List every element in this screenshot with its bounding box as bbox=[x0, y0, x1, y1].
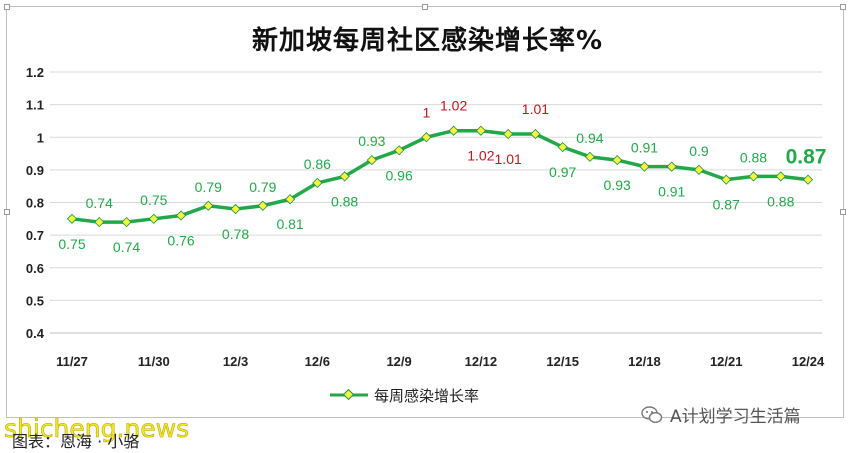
data-label: 0.88 bbox=[331, 193, 358, 209]
data-label: 0.74 bbox=[86, 195, 113, 211]
data-point-marker bbox=[775, 171, 786, 182]
data-point-marker bbox=[639, 161, 650, 172]
watermark-right-text: A计划学习生活篇 bbox=[670, 407, 801, 427]
data-point-marker bbox=[94, 216, 105, 228]
y-tick-label: 0.4 bbox=[26, 326, 45, 341]
data-label: 0.97 bbox=[549, 164, 576, 180]
data-label: 0.93 bbox=[604, 177, 631, 193]
data-point-marker bbox=[612, 154, 623, 166]
legend-label: 每周感染增长率 bbox=[374, 386, 480, 405]
y-tick-label: 0.5 bbox=[26, 293, 44, 308]
data-point-marker bbox=[257, 200, 268, 211]
data-point-marker bbox=[748, 171, 759, 182]
data-label: 1.02 bbox=[467, 148, 494, 164]
data-label: 1 bbox=[422, 104, 430, 120]
data-point-marker bbox=[557, 141, 568, 153]
data-label: 1.01 bbox=[522, 101, 549, 117]
data-point-marker bbox=[66, 213, 78, 224]
y-tick-label: 1.1 bbox=[26, 98, 44, 113]
data-point-marker bbox=[312, 177, 323, 189]
data-label: 0.87 bbox=[713, 197, 740, 213]
data-label: 0.94 bbox=[576, 130, 603, 146]
data-label: 0.75 bbox=[140, 192, 167, 208]
data-label: 0.81 bbox=[276, 216, 303, 232]
chart-title: 新加坡每周社区感染增长率% bbox=[251, 26, 604, 56]
legend: 每周感染增长率 bbox=[330, 384, 479, 406]
series-line-layer bbox=[70, 128, 810, 224]
data-point-marker bbox=[721, 174, 732, 185]
data-label: 0.88 bbox=[740, 149, 767, 165]
data-label: 0.9 bbox=[689, 143, 709, 159]
data-point-marker bbox=[503, 128, 514, 140]
x-tick-label: 11/30 bbox=[138, 354, 170, 369]
y-tick-label: 0.6 bbox=[26, 261, 44, 276]
x-tick-label: 12/24 bbox=[792, 354, 825, 369]
data-point-marker bbox=[475, 125, 486, 136]
data-point-marker bbox=[339, 171, 350, 182]
data-point-marker bbox=[693, 164, 705, 175]
x-tick-label: 12/15 bbox=[546, 354, 579, 369]
data-label: 0.79 bbox=[195, 179, 222, 195]
data-label: 0.86 bbox=[304, 156, 331, 172]
data-label: 0.78 bbox=[222, 226, 249, 242]
data-label: 0.87 bbox=[786, 146, 827, 169]
data-point-marker bbox=[121, 216, 132, 228]
data-point-marker bbox=[448, 125, 459, 136]
y-axis-ticks: 0.4 0.5 0.6 0.7 0.8 0.9 1 1.1 1.2 bbox=[26, 65, 45, 341]
data-label: 0.91 bbox=[631, 140, 658, 156]
data-point-marker bbox=[394, 145, 405, 156]
resize-handle-middle-left[interactable] bbox=[4, 209, 10, 215]
data-point-marker bbox=[284, 194, 296, 205]
y-tick-label: 0.8 bbox=[26, 196, 44, 211]
watermark-right: A计划学习生活篇 bbox=[640, 402, 801, 427]
data-point-marker bbox=[666, 161, 677, 172]
data-label: 0.79 bbox=[249, 179, 276, 195]
y-tick-label: 0.9 bbox=[26, 163, 44, 178]
data-label: 0.88 bbox=[767, 193, 794, 209]
data-label: 0.74 bbox=[113, 239, 140, 255]
y-tick-label: 0.7 bbox=[26, 228, 44, 243]
y-tick-label: 1.2 bbox=[26, 65, 44, 80]
x-tick-label: 12/6 bbox=[305, 354, 330, 369]
data-label: 0.93 bbox=[358, 133, 385, 149]
x-tick-label: 12/18 bbox=[628, 354, 661, 369]
data-point-marker bbox=[366, 154, 377, 166]
data-label: 0.91 bbox=[658, 184, 685, 200]
x-tick-label: 11/27 bbox=[56, 354, 88, 369]
data-label: 0.96 bbox=[385, 167, 412, 183]
data-point-marker bbox=[203, 200, 214, 211]
data-label: 1.02 bbox=[440, 98, 467, 114]
data-point-marker bbox=[148, 213, 159, 224]
x-axis-ticks: 11/27 11/30 12/3 12/6 12/9 12/12 12/15 12/18 12/… bbox=[56, 354, 825, 369]
chart-frame bbox=[4, 4, 846, 418]
image-caption: 图表：恩海 · 小骆 bbox=[12, 432, 140, 451]
data-point-marker bbox=[802, 174, 814, 185]
resize-handle-top-right[interactable] bbox=[840, 4, 846, 10]
data-point-marker bbox=[584, 151, 596, 162]
data-label-layer: 0.75 0.74 0.74 0.75 0.76 0.79 0.78 0.79 0.81 0.86… bbox=[58, 98, 826, 255]
x-tick-label: 12/3 bbox=[223, 354, 248, 369]
x-tick-label: 12/9 bbox=[386, 354, 411, 369]
resize-handle-top-center[interactable] bbox=[422, 4, 428, 10]
data-point-marker bbox=[421, 132, 432, 143]
wechat-icon bbox=[641, 405, 663, 423]
resize-handle-middle-right[interactable] bbox=[840, 209, 846, 215]
y-tick-label: 1 bbox=[37, 130, 44, 145]
data-label: 0.76 bbox=[167, 233, 194, 249]
x-tick-label: 12/21 bbox=[710, 354, 743, 369]
data-label: 1.01 bbox=[495, 151, 522, 167]
data-label: 0.75 bbox=[58, 236, 85, 252]
data-point-marker bbox=[530, 128, 541, 140]
watermark-left: shicheng.news bbox=[4, 414, 190, 444]
data-point-marker bbox=[175, 210, 187, 221]
series-marker-layer bbox=[66, 125, 814, 228]
x-tick-label: 12/12 bbox=[465, 354, 498, 369]
legend-swatch bbox=[330, 388, 368, 401]
data-point-marker bbox=[230, 203, 241, 215]
series-line bbox=[70, 128, 810, 224]
resize-handle-top-left[interactable] bbox=[4, 4, 10, 10]
